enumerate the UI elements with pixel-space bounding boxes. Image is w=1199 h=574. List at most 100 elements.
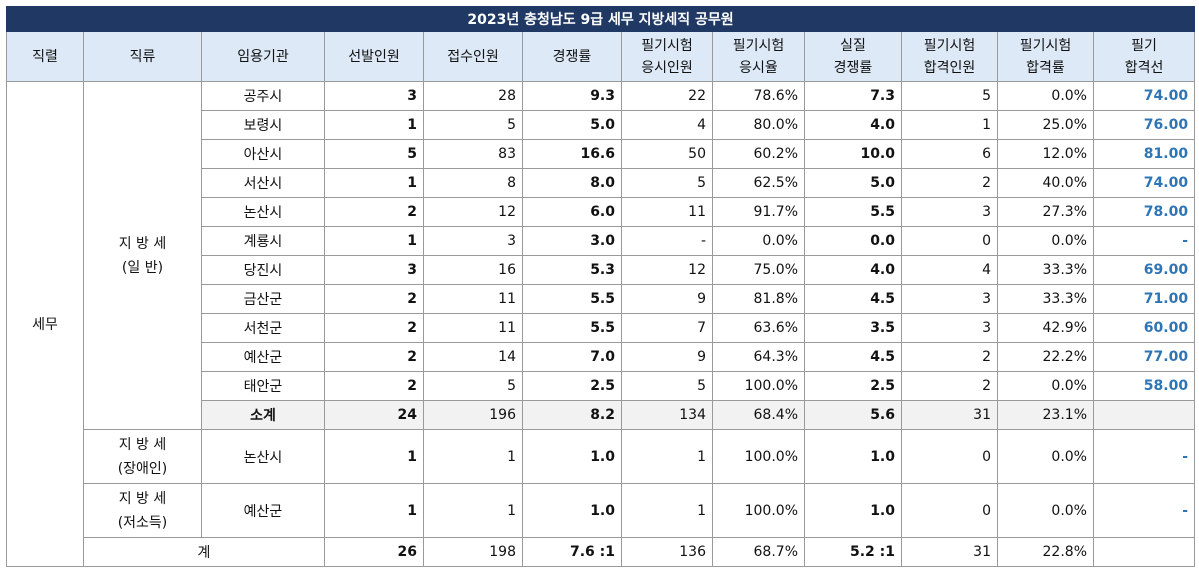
cutoff-score: [1092, 537, 1196, 567]
passer-count: 2: [901, 168, 998, 198]
exam-taker-count: 50: [621, 139, 713, 169]
exam-taker-count: 1: [621, 429, 713, 484]
attendance-rate: 60.2%: [712, 139, 805, 169]
pass-rate: 25.0%: [997, 110, 1094, 140]
attendance-rate: 0.0%: [712, 226, 805, 256]
cutoff-score: 76.00: [1092, 110, 1196, 140]
real-competition-rate: 5.5: [804, 197, 902, 227]
selected-count: 2: [324, 313, 424, 343]
cutoff-score: 81.00: [1092, 139, 1196, 169]
agency-cell: 금산군: [201, 284, 325, 314]
exam-taker-count: 5: [621, 168, 713, 198]
agency-cell: 공주시: [201, 81, 325, 111]
selected-count: 24: [324, 400, 424, 430]
header-attendance-rate: 필기시험 응시율: [712, 31, 805, 82]
passer-count: 0: [901, 483, 998, 538]
competition-rate: 1.0: [522, 429, 622, 484]
cutoff-score: -: [1092, 429, 1196, 484]
header-applicants: 접수인원: [423, 31, 523, 82]
category-label-line2: (일 반): [121, 259, 164, 276]
attendance-rate: 100.0%: [712, 371, 805, 401]
table-row: 당진시 3 16 5.3 12 75.0% 4.0 4 33.3% 69.00: [7, 255, 1196, 285]
competition-rate: 6.0: [522, 197, 622, 227]
exam-taker-count: 11: [621, 197, 713, 227]
table-row: 예산군 2 14 7.0 9 64.3% 4.5 2 22.2% 77.00: [7, 342, 1196, 372]
subtotal-label: 소계: [201, 400, 325, 430]
category-cell: 지 방 세 (저소득): [83, 483, 202, 538]
passer-count: 31: [901, 537, 998, 567]
category-label-line1: 지 방 세: [118, 490, 167, 507]
agency-cell: 서천군: [201, 313, 325, 343]
competition-rate: 16.6: [522, 139, 622, 169]
real-competition-rate: 5.2 :1: [804, 537, 902, 567]
exam-taker-count: 134: [621, 400, 713, 430]
category-cell: 지 방 세 (장애인): [83, 429, 202, 484]
agency-cell: 아산시: [201, 139, 325, 169]
selected-count: 1: [324, 483, 424, 538]
table-title: 2023년 충청남도 9급 세무 지방세직 공무원: [5, 6, 1196, 32]
passer-count: 3: [901, 313, 998, 343]
real-competition-rate: 0.0: [804, 226, 902, 256]
agency-cell: 서산시: [201, 168, 325, 198]
applicant-count: 3: [423, 226, 523, 256]
exam-taker-count: 136: [621, 537, 713, 567]
header-pass-rate: 필기시험 합격률: [997, 31, 1094, 82]
header-selected: 선발인원: [324, 31, 424, 82]
real-competition-rate: 5.0: [804, 168, 902, 198]
cutoff-score: -: [1092, 226, 1196, 256]
pass-rate: 0.0%: [997, 81, 1094, 111]
passer-count: 1: [901, 110, 998, 140]
header-exam-takers: 필기시험 응시인원: [621, 31, 713, 82]
agency-cell: 예산군: [201, 342, 325, 372]
exam-taker-count: 9: [621, 284, 713, 314]
real-competition-rate: 7.3: [804, 81, 902, 111]
passer-count: 31: [901, 400, 998, 430]
category-label-line2: (장애인): [117, 460, 168, 477]
competition-rate: 7.0: [522, 342, 622, 372]
applicant-count: 12: [423, 197, 523, 227]
agency-cell: 태안군: [201, 371, 325, 401]
cutoff-score: 71.00: [1092, 284, 1196, 314]
real-competition-rate: 10.0: [804, 139, 902, 169]
selected-count: 26: [324, 537, 424, 567]
pass-rate: 40.0%: [997, 168, 1094, 198]
competition-rate: 5.3: [522, 255, 622, 285]
selected-count: 2: [324, 284, 424, 314]
cutoff-score: [1092, 400, 1196, 430]
pass-rate: 22.2%: [997, 342, 1094, 372]
applicant-count: 5: [423, 110, 523, 140]
attendance-rate: 80.0%: [712, 110, 805, 140]
series-cell: 세무: [6, 81, 84, 567]
pass-rate: 22.8%: [997, 537, 1094, 567]
pass-rate: 0.0%: [997, 429, 1094, 484]
selected-count: 1: [324, 168, 424, 198]
table-row: 계룡시 1 3 3.0-0.0% 0.0 0 0.0% -: [7, 226, 1196, 256]
agency-cell: 당진시: [201, 255, 325, 285]
table-container: 2023년 충청남도 9급 세무 지방세직 공무원 직렬 직류 임용기관 선발인원 접수…: [5, 6, 1196, 567]
exam-taker-count: 12: [621, 255, 713, 285]
exam-results-table: 2023년 충청남도 9급 세무 지방세직 공무원 직렬 직류 임용기관 선발인원 접수…: [5, 6, 1196, 567]
passer-count: 4: [901, 255, 998, 285]
passer-count: 3: [901, 284, 998, 314]
passer-count: 5: [901, 81, 998, 111]
selected-count: 1: [324, 110, 424, 140]
attendance-rate: 68.4%: [712, 400, 805, 430]
selected-count: 3: [324, 255, 424, 285]
cutoff-score: 58.00: [1092, 371, 1196, 401]
category-label-line2: (저소득): [117, 514, 168, 531]
pass-rate: 27.3%: [997, 197, 1094, 227]
real-competition-rate: 5.6: [804, 400, 902, 430]
attendance-rate: 62.5%: [712, 168, 805, 198]
competition-rate: 5.0: [522, 110, 622, 140]
exam-taker-count: -: [621, 226, 713, 256]
passer-count: 2: [901, 371, 998, 401]
category-cell: 지 방 세 (일 반): [83, 81, 202, 430]
real-competition-rate: 1.0: [804, 483, 902, 538]
real-competition-rate: 3.5: [804, 313, 902, 343]
exam-taker-count: 9: [621, 342, 713, 372]
cutoff-score: 78.00: [1092, 197, 1196, 227]
passer-count: 2: [901, 342, 998, 372]
total-label: 계: [83, 537, 325, 567]
cutoff-score: 60.00: [1092, 313, 1196, 343]
pass-rate: 12.0%: [997, 139, 1094, 169]
